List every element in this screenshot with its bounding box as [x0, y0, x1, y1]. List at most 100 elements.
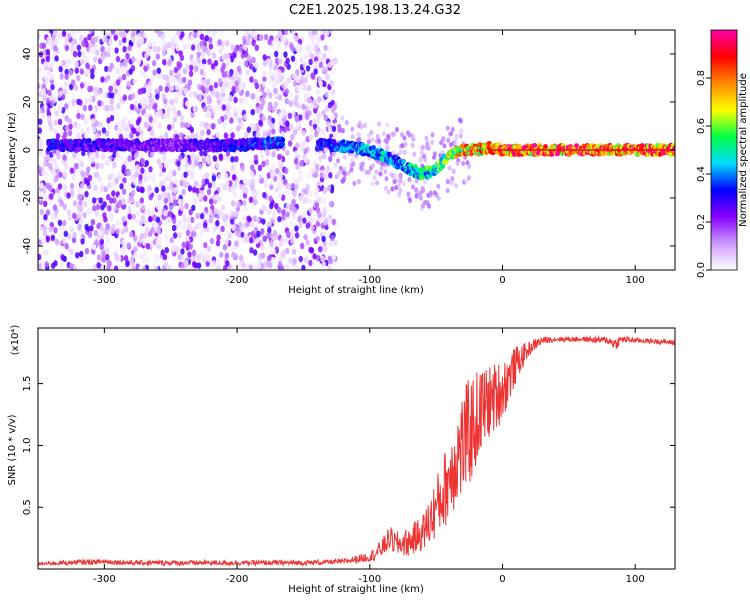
spectrogram-noise-cell [39, 182, 44, 189]
spectrogram-noise-cell [130, 126, 136, 133]
spectrogram-noise-cell [211, 175, 217, 182]
spectrogram-noise-cell [245, 90, 250, 98]
spectrogram-noise-cell [142, 256, 147, 264]
spectrogram-noise-cell [420, 203, 425, 209]
spectrogram-noise-cell [84, 98, 89, 105]
spectrogram-noise-cell [99, 185, 105, 193]
spectrogram-noise-cell [181, 188, 186, 196]
spectrogram-noise-cell [448, 142, 453, 148]
spectrogram-noise-cell [88, 47, 94, 54]
spectrogram-band-cell [231, 147, 237, 153]
spectrogram-noise-cell [248, 196, 254, 203]
spectrogram-noise-cell [167, 159, 172, 166]
spectrogram-noise-cell [268, 77, 273, 85]
spectrogram-noise-cell [290, 182, 296, 190]
spectrogram-noise-cell [263, 34, 269, 41]
spectrogram-noise-cell [141, 217, 146, 224]
spectrogram-noise-cell [293, 128, 298, 136]
spectrogram-noise-cell [70, 189, 75, 196]
spectrogram-noise-cell [152, 69, 157, 76]
spectrogram-noise-cell [427, 203, 431, 209]
colorbar-tick-label: 0.4 [696, 166, 707, 182]
spectrogram-noise-cell [87, 34, 92, 41]
spectrogram-noise-cell [62, 171, 68, 178]
spectrogram-noise-cell [77, 224, 82, 231]
spectrogram-noise-cell [217, 173, 222, 181]
spectrogram-noise-cell [168, 175, 173, 183]
spectrogram-noise-cell [318, 61, 323, 69]
spectrogram-noise-cell [327, 265, 332, 270]
spectrogram-noise-cell [116, 102, 121, 110]
spectrogram-noise-cell [58, 33, 63, 40]
spectrogram-noise-cell [327, 46, 333, 53]
spectrogram-noise-cell [134, 94, 139, 101]
spectrogram-noise-cell [383, 185, 388, 191]
spectrogram-noise-cell [95, 162, 100, 170]
spectrogram-noise-cell [84, 68, 90, 76]
spectrogram-noise-cell [303, 256, 309, 264]
spectrogram-noise-cell [105, 247, 110, 254]
spectrogram-noise-cell [187, 251, 192, 258]
spectrogram-noise-cell [202, 63, 207, 71]
spectrogram-noise-cell [66, 208, 72, 216]
spectrogram-noise-cell [149, 129, 155, 136]
spectrogram-noise-cell [283, 79, 289, 87]
spectrogram-noise-cell [311, 217, 316, 224]
spectrogram-noise-cell [58, 171, 63, 178]
spectrogram-noise-cell [214, 119, 219, 126]
spectrogram-y-tick-label: 0 [22, 147, 33, 153]
spectrogram-y-axis-label: Frequency (Hz) [7, 112, 18, 188]
spectrogram-noise-cell [199, 150, 204, 157]
spectrogram-noise-cell [276, 206, 282, 214]
spectrogram-noise-cell [196, 46, 201, 53]
spectrogram-noise-cell [104, 65, 109, 73]
spectrogram-noise-cell [301, 130, 306, 137]
spectrogram-noise-cell [225, 40, 230, 47]
spectrogram-noise-cell [230, 164, 236, 171]
spectrogram-noise-cell [193, 31, 198, 39]
spectrogram-noise-cell [69, 248, 74, 255]
spectrogram-noise-cell [63, 163, 68, 170]
spectrogram-noise-cell [191, 58, 196, 65]
spectrogram-noise-cell [206, 104, 212, 112]
spectrogram-noise-cell [371, 162, 376, 169]
spectrogram-noise-cell [142, 31, 148, 39]
spectrogram-noise-cell [52, 176, 58, 184]
spectrogram-noise-cell [134, 152, 139, 159]
spectrogram-noise-cell [331, 125, 337, 133]
spectrogram-noise-cell [173, 97, 179, 104]
spectrogram-noise-cell [141, 266, 147, 270]
spectrogram-noise-cell [321, 109, 326, 117]
spectrogram-band-cell [280, 137, 286, 143]
spectrogram-noise-cell [117, 84, 123, 92]
spectrogram-noise-cell [194, 133, 199, 140]
spectrogram-noise-cell [233, 254, 239, 261]
spectrogram-noise-cell [133, 246, 138, 253]
spectrogram-noise-cell [167, 264, 172, 270]
spectrogram-noise-cell [328, 172, 333, 179]
spectrogram-noise-cell [103, 216, 108, 223]
spectrogram-noise-cell [59, 199, 64, 207]
spectrogram-noise-cell [109, 213, 115, 221]
spectrogram-noise-cell [201, 173, 206, 180]
spectrogram-noise-cell [41, 262, 46, 269]
spectrogram-noise-cell [67, 129, 73, 137]
spectrogram-noise-cell [105, 223, 110, 230]
spectrogram-noise-cell [320, 255, 325, 262]
spectrogram-noise-cell [420, 150, 425, 156]
spectrogram-noise-cell [288, 100, 293, 107]
spectrogram-noise-cell [176, 30, 181, 37]
spectrogram-noise-cell [220, 204, 226, 211]
spectrogram-noise-cell [109, 197, 114, 204]
spectrogram-noise-cell [461, 160, 466, 166]
spectrogram-noise-cell [284, 263, 290, 270]
spectrogram-noise-cell [222, 122, 227, 129]
spectrogram-noise-cell [134, 170, 139, 178]
spectrogram-noise-cell [211, 90, 217, 98]
spectrogram-noise-cell [294, 225, 299, 232]
spectrogram-noise-cell [142, 97, 148, 105]
spectrogram-noise-cell [168, 204, 174, 211]
spectrogram-noise-cell [120, 65, 125, 72]
spectrogram-noise-cell [185, 229, 191, 236]
